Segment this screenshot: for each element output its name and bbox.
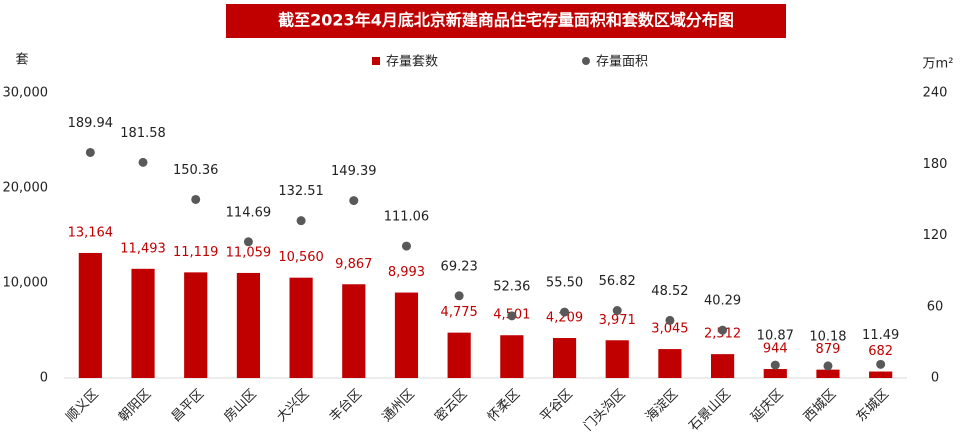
dot-value-label: 52.36 — [493, 279, 530, 294]
x-tick-label: 通州区 — [380, 387, 418, 425]
x-tick-label: 石景山区 — [687, 387, 734, 434]
dot — [770, 360, 780, 370]
y2-tick-label: 120 — [923, 228, 948, 243]
dot — [191, 194, 201, 204]
bar — [605, 340, 629, 378]
x-tick-label: 怀柔区 — [485, 387, 523, 425]
dot — [296, 216, 306, 226]
bar-value-label: 3,045 — [651, 322, 688, 337]
dot-value-label: 111.06 — [384, 210, 430, 225]
dot — [823, 361, 833, 371]
dot — [612, 306, 622, 316]
x-tick-label: 顺义区 — [63, 387, 101, 425]
y2-tick-label: 180 — [923, 157, 948, 172]
y-axis-title: 套 — [15, 52, 28, 68]
dot — [138, 157, 148, 167]
bar-value-label: 13,164 — [68, 225, 114, 240]
bar — [500, 335, 524, 378]
bar-value-label: 944 — [763, 342, 788, 357]
legend-label: 存量套数 — [386, 54, 438, 70]
y-tick-label: 10,000 — [3, 276, 49, 291]
bar-value-label: 3,971 — [599, 313, 636, 328]
dot — [349, 196, 359, 206]
x-tick-label: 大兴区 — [274, 387, 312, 425]
dot-value-label: 189.94 — [68, 116, 114, 131]
dot-value-label: 56.82 — [599, 274, 636, 289]
x-tick-label: 海淀区 — [643, 387, 681, 425]
dot-value-label: 40.29 — [704, 294, 741, 309]
bar — [236, 272, 260, 378]
dot-value-label: 114.69 — [226, 205, 272, 220]
bar — [289, 277, 313, 378]
bar-value-label: 9,867 — [335, 257, 372, 272]
dot — [243, 237, 253, 247]
x-tick-label: 西城区 — [801, 387, 839, 425]
dot — [665, 315, 675, 325]
legend-swatch — [582, 57, 590, 65]
dot-value-label: 149.39 — [331, 164, 377, 179]
x-tick-label: 密云区 — [432, 386, 471, 425]
dot-value-label: 181.58 — [120, 126, 166, 141]
bar-value-label: 879 — [816, 342, 841, 357]
bar-value-label: 11,119 — [173, 245, 219, 260]
bar-value-label: 11,493 — [120, 241, 166, 256]
bar — [78, 252, 102, 378]
bar-value-label: 4,775 — [441, 305, 478, 320]
bar — [711, 354, 735, 378]
x-tick-label: 朝阳区 — [116, 387, 154, 425]
bar — [184, 272, 208, 378]
dot-value-label: 48.52 — [651, 284, 688, 299]
bar — [816, 369, 840, 378]
title-banner — [226, 4, 786, 38]
y2-axis-title: 万m² — [923, 57, 954, 72]
y-tick-label: 30,000 — [3, 86, 49, 101]
dot-value-label: 10.87 — [757, 329, 794, 344]
dot — [85, 147, 95, 157]
dot — [560, 307, 570, 317]
bar-value-label: 8,993 — [388, 265, 425, 280]
dot — [454, 291, 464, 301]
x-tick-label: 昌平区 — [169, 387, 207, 425]
x-tick-label: 房山区 — [221, 386, 260, 425]
bar — [869, 371, 893, 378]
x-tick-label: 平谷区 — [538, 387, 576, 425]
x-tick-label: 丰台区 — [327, 387, 365, 425]
dot-value-label: 55.50 — [546, 276, 583, 291]
x-tick-label: 门头沟区 — [581, 387, 628, 434]
dot-value-label: 150.36 — [173, 163, 219, 178]
bar-value-label: 11,059 — [226, 245, 272, 260]
dot — [507, 311, 517, 321]
x-tick-label: 东城区 — [854, 387, 892, 425]
bar — [763, 369, 787, 378]
dot-value-label: 11.49 — [862, 328, 899, 343]
legend-label: 存量面积 — [596, 55, 648, 70]
x-tick-label: 延庆区 — [748, 387, 786, 425]
bar-value-label: 4,209 — [546, 311, 583, 326]
y2-tick-label: 60 — [927, 299, 944, 314]
bar — [658, 349, 682, 378]
y2-tick-label: 0 — [931, 371, 939, 386]
bar-value-label: 10,560 — [278, 250, 324, 265]
bar — [394, 292, 419, 378]
dot-value-label: 132.51 — [278, 184, 324, 199]
dot — [876, 359, 886, 369]
bar — [342, 284, 366, 378]
bar — [447, 332, 471, 378]
y2-tick-label: 240 — [923, 86, 948, 101]
legend-swatch — [372, 57, 380, 65]
dot-value-label: 10.18 — [809, 329, 846, 344]
dot — [718, 325, 728, 335]
dot-value-label: 69.23 — [441, 259, 478, 274]
bar — [131, 268, 155, 378]
chart-title: 截至2023年4月底北京新建商品住宅存量面积和套数区域分布图 — [278, 11, 734, 30]
y-tick-label: 20,000 — [3, 181, 49, 196]
bar — [552, 338, 577, 378]
bar-value-label: 682 — [868, 344, 893, 359]
y-tick-label: 0 — [40, 371, 48, 386]
dot — [401, 241, 411, 251]
